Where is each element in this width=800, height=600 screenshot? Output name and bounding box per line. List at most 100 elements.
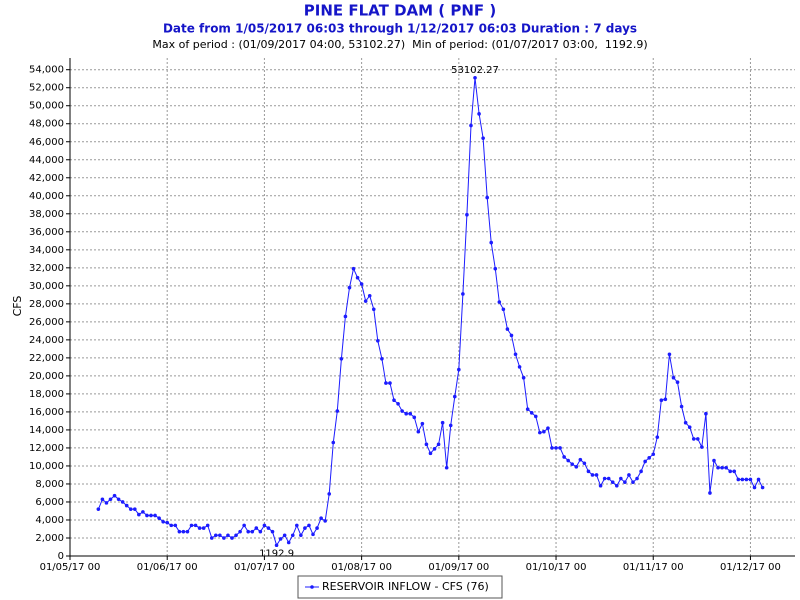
x-tick-label: 01/07/17 00: [234, 562, 295, 573]
legend-label: RESERVOIR INFLOW - CFS (76): [322, 580, 489, 593]
data-point: [238, 529, 242, 534]
data-point: [525, 407, 530, 412]
data-point: [675, 380, 680, 384]
data-point: [558, 446, 562, 450]
data-point: [222, 536, 226, 540]
data-point: [691, 437, 696, 441]
data-point: [440, 420, 445, 425]
data-point: [104, 501, 109, 505]
data-point: [655, 435, 660, 439]
data-point: [521, 375, 526, 380]
data-point: [282, 533, 287, 538]
data-point: [165, 520, 170, 525]
data-point: [570, 462, 575, 466]
data-point: [550, 446, 554, 450]
x-tick-label: 01/10/17 00: [526, 562, 587, 573]
y-tick-label: 50,000: [29, 101, 64, 112]
data-point: [509, 333, 514, 338]
data-point: [209, 536, 214, 540]
y-tick-label: 18,000: [29, 389, 64, 400]
data-point: [606, 476, 611, 481]
data-point: [323, 519, 327, 523]
data-point: [748, 477, 753, 482]
y-tick-label: 34,000: [29, 245, 64, 256]
y-tick-label: 52,000: [29, 83, 64, 94]
data-point: [331, 440, 336, 445]
y-tick-label: 22,000: [29, 353, 64, 364]
data-point: [133, 507, 137, 511]
data-point: [177, 529, 182, 534]
data-point: [363, 299, 368, 303]
data-point: [590, 473, 595, 477]
data-point: [667, 352, 672, 357]
data-point: [538, 430, 542, 435]
data-point: [128, 507, 133, 511]
data-point: [651, 452, 656, 457]
data-point: [546, 426, 550, 430]
data-point: [295, 523, 299, 528]
y-tick-label: 48,000: [29, 119, 64, 130]
data-point: [578, 457, 583, 462]
data-point: [315, 526, 319, 530]
data-point: [355, 275, 360, 280]
data-point: [704, 411, 708, 416]
data-point: [720, 465, 724, 470]
data-point: [266, 526, 271, 530]
data-point: [137, 512, 141, 517]
data-point: [542, 429, 546, 434]
data-point: [359, 282, 364, 286]
y-tick-label: 12,000: [29, 443, 64, 454]
data-point: [230, 536, 234, 540]
data-point: [635, 476, 639, 481]
data-point: [457, 367, 461, 372]
data-point: [181, 529, 186, 534]
y-tick-label: 2,000: [35, 533, 64, 544]
data-point: [226, 533, 230, 538]
data-point: [169, 523, 174, 528]
y-tick-label: 24,000: [29, 335, 64, 346]
y-tick-label: 14,000: [29, 425, 64, 436]
data-point: [700, 445, 704, 449]
data-point: [161, 519, 165, 524]
data-point: [695, 437, 700, 441]
y-tick-label: 38,000: [29, 209, 64, 220]
x-tick-label: 01/12/17 00: [720, 562, 781, 573]
data-point: [708, 491, 712, 495]
data-point: [185, 529, 190, 534]
data-point: [756, 477, 761, 482]
y-tick-label: 28,000: [29, 299, 64, 310]
data-point: [663, 397, 668, 402]
plot-area: [70, 58, 795, 556]
data-point: [412, 415, 417, 420]
data-point: [250, 529, 255, 534]
data-point: [153, 513, 157, 518]
data-point: [270, 529, 275, 534]
data-point: [760, 485, 765, 490]
data-point: [124, 503, 129, 508]
data-point: [619, 476, 623, 481]
data-point: [724, 465, 728, 470]
period-summary: Max of period : (01/09/2017 04:00, 53102…: [152, 38, 647, 51]
data-point: [343, 314, 348, 319]
data-point: [554, 446, 558, 450]
y-tick-label: 36,000: [29, 227, 64, 238]
data-point: [388, 381, 392, 385]
data-point: [740, 477, 745, 482]
data-point: [716, 465, 720, 470]
data-point: [307, 523, 311, 528]
data-point: [639, 469, 643, 474]
data-point: [347, 285, 352, 290]
data-point: [610, 480, 615, 484]
data-point: [420, 421, 425, 426]
data-point: [574, 465, 579, 469]
data-point: [586, 469, 591, 474]
data-point: [319, 516, 323, 520]
data-point: [712, 458, 716, 463]
data-point: [351, 266, 356, 271]
data-point: [141, 510, 145, 514]
data-point: [290, 533, 295, 538]
x-tick-label: 01/08/17 00: [331, 562, 392, 573]
data-point: [436, 442, 441, 447]
x-tick-label: 01/05/17 00: [40, 562, 101, 573]
